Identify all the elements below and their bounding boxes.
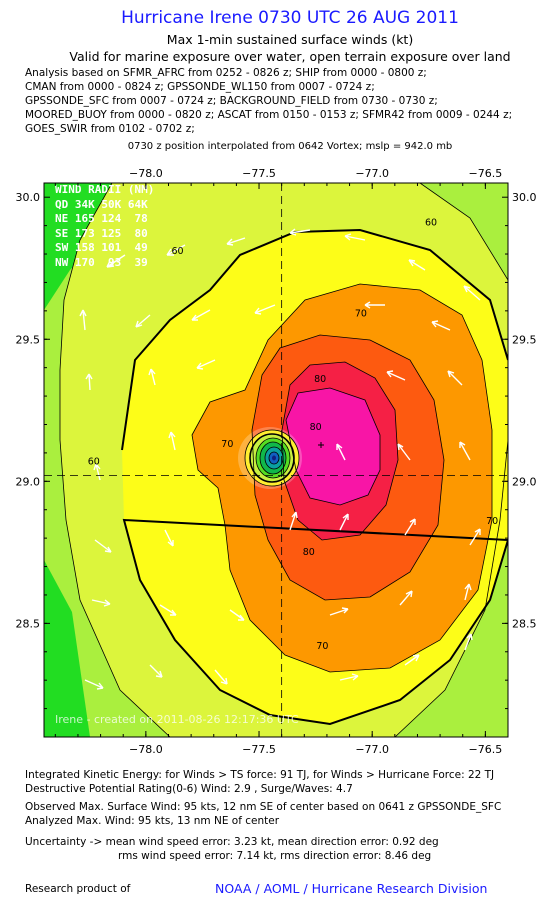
x-tick-label-bottom: −78.0 xyxy=(129,743,163,756)
wind-radii-row: NW 170 93 39 xyxy=(55,256,148,269)
ike-line: Integrated Kinetic Energy: for Winds > T… xyxy=(25,769,495,781)
wind-vectors xyxy=(79,228,481,690)
analysis-line-4: MOORED_BUOY from 0000 - 0820 z; ASCAT fr… xyxy=(25,109,513,121)
axes: −78.0 −78.0 −77.5 −77.5 −77.0 −77.0 −76.5 −76.5… xyxy=(16,167,537,756)
x-tick-label-top: −77.5 xyxy=(242,167,276,180)
wind-radii-table: WIND RADII (NM) QD 34K 50K 64K NE 165 12… xyxy=(55,183,154,269)
observed-max-line: Observed Max. Surface Wind: 95 kts, 12 n… xyxy=(25,801,502,813)
wind-field-chart: 60 60 60 70 70 70 70 80 80 80 WIND RADII (NM) QD … xyxy=(16,167,537,756)
contour-label: 60 xyxy=(171,246,183,257)
chart-title: Hurricane Irene 0730 UTC 26 AUG 2011 xyxy=(121,8,459,28)
dpr-line: Destructive Potential Rating(0-6) Wind: … xyxy=(25,783,353,795)
analysis-line-5: GOES_SWIR from 0102 - 0702 z; xyxy=(25,123,195,135)
center-position-line: 0730 z position interpolated from 0642 V… xyxy=(127,141,453,152)
contour-label: 60 xyxy=(425,218,437,229)
noaa-link[interactable]: NOAA / AOML / Hurricane Research Divisio… xyxy=(215,881,488,896)
y-tick-label-right: 30.0 xyxy=(512,191,537,204)
y-tick-label-right: 29.5 xyxy=(512,333,537,346)
y-tick-label-right: 29.0 xyxy=(512,475,537,488)
wind-radii-row: NE 165 124 78 xyxy=(55,212,148,225)
x-tick-label-top: −78.0 xyxy=(129,167,163,180)
uncertainty-line-2: rms wind speed error: 7.14 kt, rms direc… xyxy=(118,850,432,862)
analysis-line-2: CMAN from 0000 - 0824 z; GPSSONDE_WL150 … xyxy=(25,81,375,93)
contour-label: 70 xyxy=(486,516,498,527)
x-tick-label-top: −76.5 xyxy=(469,167,503,180)
wind-radii-row: SE 173 125 80 xyxy=(55,227,148,240)
center-crosshair xyxy=(44,183,508,737)
analysis-line-1: Analysis based on SFMR_AFRC from 0252 - … xyxy=(25,67,427,79)
y-tick-label-left: 30.0 xyxy=(16,191,41,204)
contour-label: 70 xyxy=(316,641,328,652)
y-tick-label-left: 29.5 xyxy=(16,333,41,346)
wind-radii-row: QD 34K 50K 64K xyxy=(55,198,148,211)
research-label: Research product of xyxy=(25,883,131,895)
x-tick-label-bottom: −76.5 xyxy=(469,743,503,756)
contour-label: 80 xyxy=(314,374,326,385)
x-tick-label-bottom: −77.5 xyxy=(242,743,276,756)
analyzed-max-line: Analyzed Max. Wind: 95 kts, 13 nm NE of … xyxy=(25,815,280,827)
plot-frame xyxy=(43,182,509,738)
chart-subtitle-exposure: Valid for marine exposure over water, op… xyxy=(69,49,511,64)
contour-label: 70 xyxy=(221,439,233,450)
x-tick-label-top: −77.0 xyxy=(355,167,389,180)
wind-contour-lines xyxy=(59,183,508,737)
y-tick-label-right: 28.5 xyxy=(512,617,537,630)
contour-label: 80 xyxy=(303,547,315,558)
wind-radii-row: SW 158 101 49 xyxy=(55,241,148,254)
contour-labels: 60 60 60 70 70 70 70 80 80 80 xyxy=(88,218,498,652)
uncertainty-line-1: Uncertainty -> mean wind speed error: 3.… xyxy=(25,836,439,848)
contour-label: 80 xyxy=(310,422,322,433)
watermark: Irene - created on 2011-08-26 12:17:36 U… xyxy=(55,713,299,726)
contour-label: 60 xyxy=(88,456,100,467)
contour-label: 70 xyxy=(355,309,367,320)
y-tick-label-left: 29.0 xyxy=(16,475,41,488)
chart-subtitle: Max 1-min sustained surface winds (kt) xyxy=(166,32,414,47)
x-tick-label-bottom: −77.0 xyxy=(355,743,389,756)
wind-radii-header: WIND RADII (NM) xyxy=(55,183,154,196)
y-tick-label-left: 28.5 xyxy=(16,617,41,630)
analysis-line-3: GPSSONDE_SFC from 0007 - 0724 z; BACKGRO… xyxy=(25,95,438,107)
